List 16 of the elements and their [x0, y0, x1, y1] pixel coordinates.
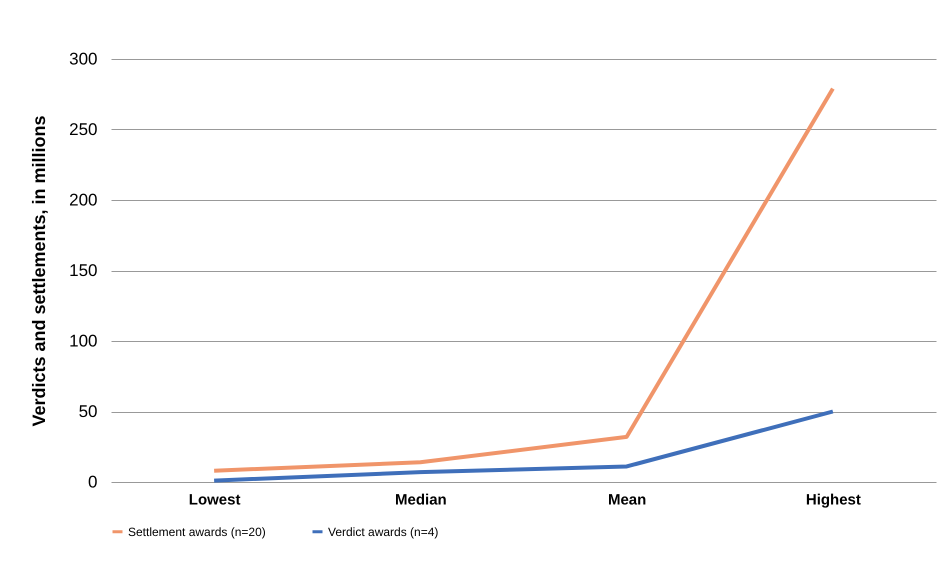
y-axis-title: Verdicts and settlements, in millions — [29, 115, 50, 427]
y-tick-label: 100 — [69, 332, 98, 350]
y-tick-label: 250 — [69, 120, 98, 139]
y-tick-label: 300 — [69, 50, 98, 68]
y-tick-label: 150 — [69, 261, 98, 280]
line-series — [212, 410, 835, 483]
line-series — [212, 86, 835, 473]
x-tick-label: Highest — [806, 492, 861, 508]
x-tick-label: Lowest — [188, 492, 240, 508]
legend-label: Settlement awards (n=20) — [128, 524, 266, 539]
legend-label: Verdict awards (n=4) — [328, 524, 438, 539]
x-tick-label: Median — [395, 492, 447, 508]
y-tick-label: 50 — [78, 402, 98, 421]
x-tick-label: Mean — [608, 492, 646, 508]
y-tick-label: 200 — [69, 190, 98, 210]
y-tick-label: 0 — [88, 472, 98, 492]
